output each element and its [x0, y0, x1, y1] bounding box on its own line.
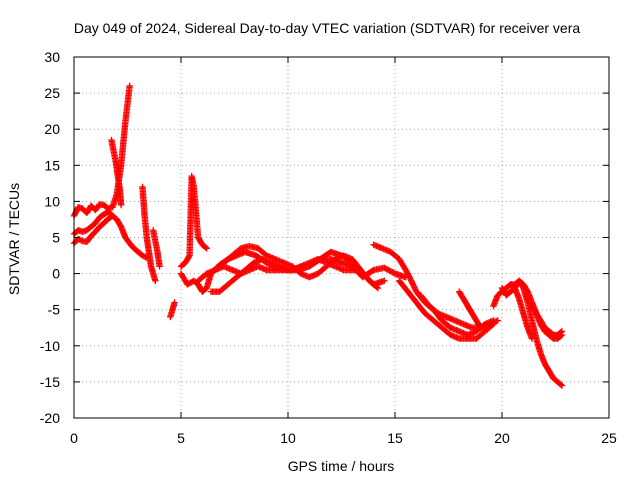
data-point: [171, 299, 178, 306]
data-point: [558, 328, 566, 335]
series-trace-h: [177, 172, 210, 270]
data-point: [374, 284, 382, 292]
data-point: [109, 212, 116, 220]
data-point: [77, 237, 85, 244]
data-point: [75, 235, 82, 243]
data-point: [140, 253, 148, 260]
x-axis-label: GPS time / hours: [288, 458, 395, 474]
data-point: [477, 324, 484, 331]
data-point: [185, 253, 193, 260]
y-tick-label: 15: [44, 157, 60, 173]
series-trace-d: [108, 136, 125, 209]
chart-title: Day 049 of 2024, Sidereal Day-to-day VTE…: [74, 20, 580, 36]
data-point: [476, 323, 484, 330]
data-point: [142, 253, 149, 261]
gridlines: [74, 57, 609, 418]
y-tick-label: 25: [44, 85, 60, 101]
x-axis: 0 5 10 15 20 25: [70, 57, 617, 446]
data-point: [357, 266, 364, 274]
y-tick-label: 5: [52, 230, 60, 246]
series-trace-f: [149, 227, 163, 270]
series-trace-c: [70, 212, 116, 247]
data-point: [126, 82, 133, 90]
data-point: [557, 381, 565, 388]
series-trace-t: [524, 295, 566, 339]
y-tick-label: 0: [52, 266, 60, 282]
data-series: [70, 82, 566, 389]
x-tick-label: 20: [494, 430, 510, 446]
x-tick-label: 25: [601, 430, 617, 446]
y-tick-label: 30: [44, 49, 60, 65]
data-point: [108, 213, 115, 220]
y-axis: -20 -15 -10 -5 0 5 10 15 20 25 30: [40, 49, 609, 426]
data-point: [203, 245, 210, 252]
data-point: [381, 277, 388, 285]
y-tick-label: -10: [40, 338, 60, 354]
data-point: [202, 244, 209, 251]
series-trace-o: [417, 292, 501, 331]
series-trace-n: [396, 277, 497, 342]
y-tick-label: -20: [40, 410, 60, 426]
x-tick-label: 15: [387, 430, 403, 446]
series-trace-l: [194, 255, 364, 285]
data-point: [494, 317, 501, 324]
x-tick-label: 5: [177, 430, 185, 446]
data-point: [557, 329, 565, 336]
y-tick-label: 10: [44, 193, 60, 209]
x-tick-label: 0: [70, 430, 78, 446]
y-tick-label: -15: [40, 374, 60, 390]
x-tick-label: 10: [280, 430, 296, 446]
data-point: [373, 283, 380, 291]
data-point: [156, 263, 163, 270]
data-point: [152, 277, 159, 285]
series-trace-p: [456, 288, 484, 331]
data-point: [558, 382, 566, 389]
data-point: [139, 252, 146, 259]
y-axis-label: SDTVAR / TECUs: [6, 183, 22, 295]
series-trace-g: [167, 299, 178, 321]
series-trace-e: [139, 183, 159, 285]
y-tick-label: -5: [48, 302, 61, 318]
data-point: [117, 201, 125, 209]
y-tick-label: 20: [44, 121, 60, 137]
